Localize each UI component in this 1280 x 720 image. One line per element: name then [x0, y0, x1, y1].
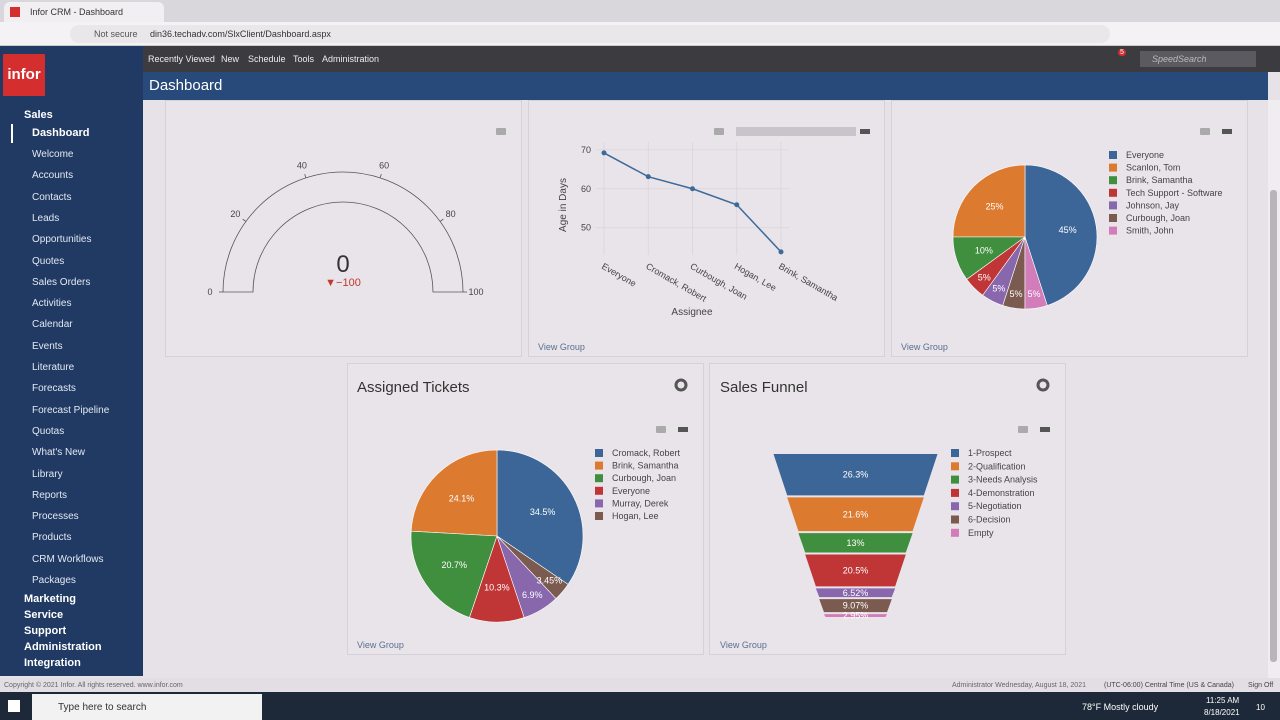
sidebar-item[interactable]: Quotas	[32, 425, 65, 437]
sidebar-section[interactable]: Support	[24, 625, 67, 637]
sidebar-item[interactable]: What's New	[32, 447, 86, 459]
clock-time: 11:25 AM	[1206, 696, 1240, 705]
security-label: Not secure	[94, 29, 138, 39]
browser-tab[interactable]: Infor CRM - Dashboard	[4, 2, 164, 22]
view-group-link[interactable]: View Group	[538, 342, 585, 352]
taskbar-search[interactable]: Type here to search	[32, 694, 262, 720]
sidebar-section[interactable]: Marketing	[24, 593, 76, 605]
timezone: (UTC-06:00) Central Time (US & Canada)	[1104, 682, 1234, 689]
funnel-widget	[709, 363, 1066, 655]
sidebar-item[interactable]: Literature	[32, 362, 75, 373]
app-nav	[0, 46, 1280, 72]
start-button[interactable]	[8, 700, 20, 712]
sidebar-section[interactable]: Administration	[24, 641, 102, 653]
owner-widget	[891, 100, 1248, 357]
age-widget	[528, 100, 885, 357]
notification-count[interactable]: 5	[1118, 49, 1126, 56]
view-group-link[interactable]: View Group	[901, 342, 948, 352]
sidebar-item[interactable]: Activities	[32, 298, 72, 310]
footer	[0, 678, 1280, 692]
sidebar-item[interactable]: Calendar	[32, 319, 73, 331]
sidebar	[0, 46, 143, 676]
url[interactable]: din36.techadv.com/SlxClient/Dashboard.as…	[150, 29, 331, 39]
nav-item[interactable]: Administration	[322, 54, 380, 64]
sidebar-section[interactable]: Integration	[24, 657, 81, 669]
tab-favicon	[10, 7, 20, 17]
widget-title: Assigned Tickets	[357, 379, 470, 396]
sign-off[interactable]: Sign Off	[1248, 682, 1274, 689]
sidebar-item[interactable]: Products	[32, 532, 72, 544]
user-date: Administrator Wednesday, August 18, 2021	[952, 682, 1086, 689]
gauge-widget	[165, 100, 522, 357]
speed-search[interactable]: SpeedSearch	[1140, 51, 1256, 67]
sidebar-item[interactable]: Quotes	[32, 255, 65, 267]
tab-strip	[0, 0, 1280, 22]
copyright: Copyright © 2021 Infor. All rights reser…	[4, 682, 183, 689]
nav-item[interactable]: Recently Viewed	[148, 54, 215, 64]
nav-item[interactable]: New	[221, 54, 240, 64]
sidebar-item[interactable]: Forecast Pipeline	[32, 404, 110, 416]
sidebar-item[interactable]: Forecasts	[32, 383, 76, 395]
sidebar-section[interactable]: Service	[24, 609, 64, 621]
sidebar-item[interactable]: Dashboard	[32, 127, 90, 139]
sidebar-item[interactable]: Welcome	[32, 149, 74, 160]
sidebar-item[interactable]: Accounts	[32, 170, 74, 182]
page-title: Dashboard	[143, 72, 1268, 100]
view-group-link[interactable]: View Group	[720, 640, 767, 650]
nav-item[interactable]: Tools	[293, 54, 315, 64]
sidebar-section[interactable]: Sales	[24, 109, 53, 121]
weather[interactable]: 78°F Mostly cloudy	[1082, 702, 1159, 712]
sidebar-item[interactable]: Events	[32, 340, 63, 352]
sidebar-item[interactable]: Library	[32, 468, 63, 480]
url-box[interactable]	[70, 25, 1110, 43]
nav-item[interactable]: Schedule	[248, 54, 286, 64]
sidebar-item[interactable]: Reports	[32, 489, 68, 501]
scroll-thumb[interactable]	[1270, 190, 1277, 662]
active-indicator	[11, 124, 13, 143]
tickets-widget	[347, 363, 704, 655]
notification-badge[interactable]: 10	[1256, 703, 1265, 712]
sidebar-item[interactable]: Processes	[32, 511, 79, 523]
sidebar-item[interactable]: Sales Orders	[32, 276, 91, 288]
sidebar-item[interactable]: Opportunities	[32, 234, 92, 246]
view-group-link[interactable]: View Group	[357, 640, 404, 650]
sidebar-item[interactable]: CRM Workflows	[32, 553, 104, 565]
sidebar-item[interactable]: Contacts	[32, 191, 72, 203]
logo[interactable]: infor	[3, 54, 45, 96]
sidebar-item[interactable]: Packages	[32, 575, 76, 586]
widget-title: Sales Funnel	[720, 379, 808, 396]
clock-date: 8/18/2021	[1204, 708, 1240, 717]
sidebar-item[interactable]: Leads	[32, 212, 60, 224]
